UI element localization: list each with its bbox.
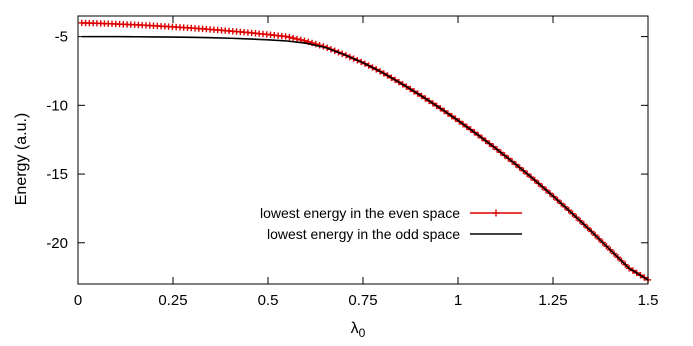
x-tick-label: 0	[74, 292, 82, 309]
plot-frame	[77, 15, 649, 285]
x-tick-label: 1.25	[538, 292, 567, 309]
legend-label-even: lowest energy in the even space	[260, 205, 460, 221]
x-axis-title: λ0	[351, 320, 366, 340]
ticks-layer: 0 0.25 0.5 0.75 1 1.25 1.5 -5 -10 -15 -20	[46, 16, 658, 309]
y-tick-label: -10	[46, 97, 68, 114]
legend-sample-even	[470, 209, 522, 217]
x-tick-label: 0.5	[258, 292, 279, 309]
y-tick-label: -15	[46, 166, 68, 183]
y-tick-label: -5	[55, 29, 68, 46]
legend-label-odd: lowest energy in the odd space	[267, 226, 460, 242]
series-layer	[78, 19, 652, 284]
legend: lowest energy in the even space lowest e…	[260, 205, 522, 242]
x-tick-label: 0.75	[348, 292, 377, 309]
x-tick-label: 0.25	[158, 292, 187, 309]
y-axis-title: Energy (a.u.)	[13, 113, 30, 205]
x-axis-title-subscript: 0	[359, 326, 366, 340]
x-tick-label: 1	[454, 292, 462, 309]
x-axis-title-symbol: λ	[351, 320, 359, 337]
series-odd-line	[81, 35, 649, 281]
x-tick-label: 1.5	[638, 292, 659, 309]
y-tick-label: -20	[46, 235, 68, 252]
